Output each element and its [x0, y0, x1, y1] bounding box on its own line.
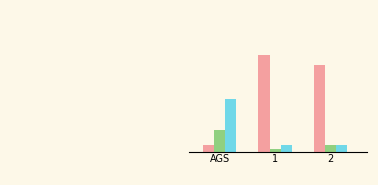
Bar	[325, 145, 336, 152]
Bar	[259, 55, 270, 152]
Bar	[203, 145, 214, 152]
Bar	[225, 99, 236, 152]
Bar	[280, 145, 292, 152]
Bar	[314, 65, 325, 152]
Bar	[214, 130, 225, 152]
Bar	[336, 145, 347, 152]
Bar	[270, 149, 280, 152]
